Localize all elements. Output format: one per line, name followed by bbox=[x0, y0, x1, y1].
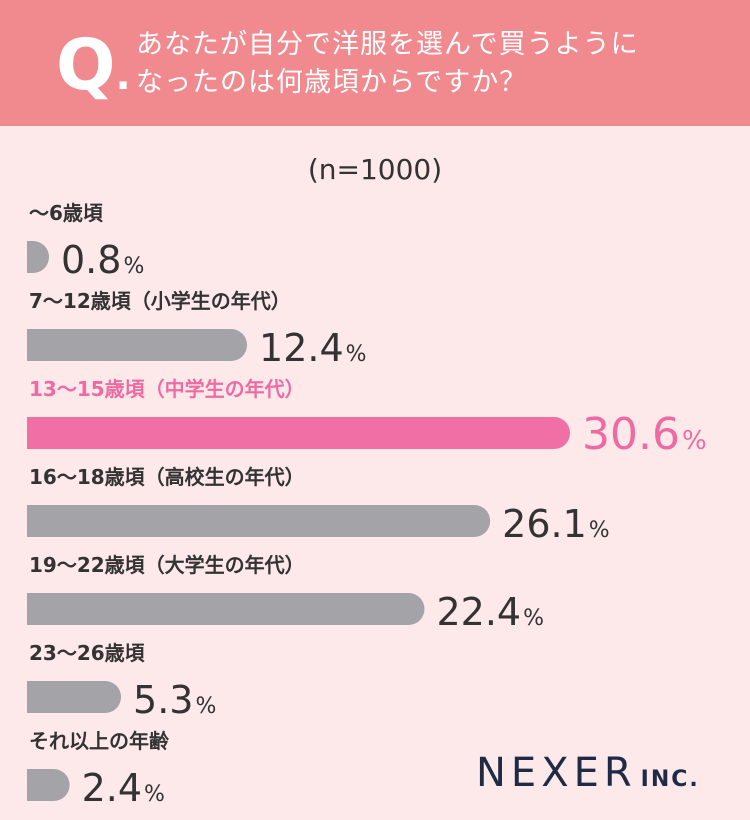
bar bbox=[27, 505, 491, 537]
question-text: あなたが自分で洋服を選んで買うように なったのは何歳頃からですか？ bbox=[136, 26, 736, 102]
value-label: 5.3% bbox=[133, 678, 216, 722]
bar bbox=[27, 681, 122, 713]
category-label: 7〜12歳頃（小学生の年代） bbox=[29, 289, 291, 313]
category-label: それ以上の年齢 bbox=[29, 729, 170, 753]
category-label: 〜6歳頃 bbox=[29, 201, 104, 225]
value-label: 30.6% bbox=[582, 409, 707, 460]
question-line-2: なったのは何歳頃からですか？ bbox=[136, 67, 528, 98]
bar bbox=[27, 417, 570, 449]
logo-main: NEXER bbox=[476, 750, 637, 796]
value-label: 0.8% bbox=[61, 238, 144, 282]
nexer-logo: NEXER INC. bbox=[476, 750, 700, 798]
value-label: 12.4% bbox=[259, 326, 367, 370]
category-label: 13〜15歳頃（中学生の年代） bbox=[29, 377, 305, 401]
bar bbox=[27, 241, 49, 273]
value-label: 2.4% bbox=[82, 766, 165, 810]
bar bbox=[27, 593, 425, 625]
sample-size: (n=1000) bbox=[307, 153, 443, 186]
bar-chart: 〜6歳頃 0.8% 7〜12歳頃（小学生の年代） 12.4% 13〜15歳頃（中学生の年… bbox=[27, 201, 707, 810]
category-label: 23〜26歳頃 bbox=[29, 641, 146, 665]
question-line-1: あなたが自分で洋服を選んで買うように bbox=[136, 29, 639, 60]
bar bbox=[27, 329, 248, 361]
value-label: 22.4% bbox=[436, 590, 544, 634]
value-label: 26.1% bbox=[502, 502, 610, 546]
question-header: Q. あなたが自分で洋服を選んで買うように なったのは何歳頃からですか？ bbox=[0, 0, 750, 126]
logo-suffix: INC. bbox=[640, 767, 700, 792]
category-label: 16〜18歳頃（高校生の年代） bbox=[29, 465, 305, 489]
category-label: 19〜22歳頃（大学生の年代） bbox=[29, 553, 305, 577]
q-mark: Q. bbox=[56, 24, 131, 106]
bar bbox=[27, 769, 70, 801]
